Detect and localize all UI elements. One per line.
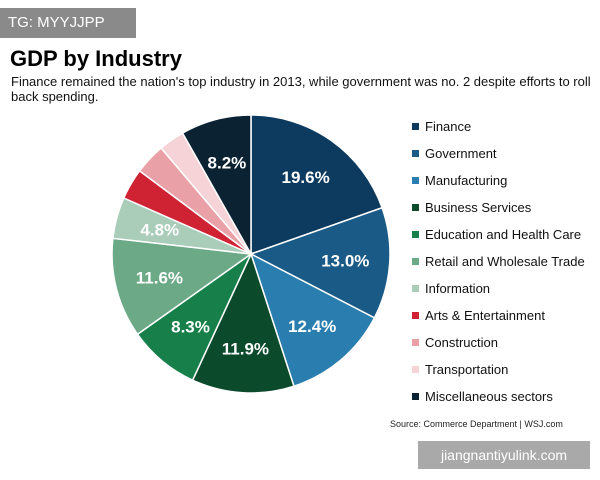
legend-swatch <box>412 258 419 265</box>
pie-slice-business-services <box>191 251 295 394</box>
legend-label: Manufacturing <box>425 173 508 188</box>
legend-label: Information <box>425 281 491 296</box>
source-note: Source: Commerce Department | WSJ.com <box>390 419 563 429</box>
legend-label: Arts & Entertainment <box>425 308 545 323</box>
pie-slice-miscellaneous-sectors <box>181 114 252 257</box>
slice-label-education-and-health-care: 8.3% <box>171 318 210 337</box>
legend-item-construction: Construction <box>412 329 585 356</box>
slice-label-manufacturing: 12.4% <box>288 317 336 336</box>
slice-label-information: 4.8% <box>140 220 179 239</box>
legend-label: Retail and Wholesale Trade <box>425 254 585 269</box>
legend-label: Education and Health Care <box>425 227 582 242</box>
chart-legend: Finance Government Manufacturing Business S… <box>412 113 585 410</box>
legend-swatch <box>412 204 419 211</box>
legend-label: Government <box>425 146 497 161</box>
legend-swatch <box>412 150 419 157</box>
legend-swatch <box>412 123 419 130</box>
slice-label-government: 13.0% <box>321 252 369 271</box>
pie-slice-government <box>249 206 391 319</box>
legend-label: Business Services <box>425 200 532 215</box>
legend-item-business-services: Business Services <box>412 194 585 221</box>
legend-item-manufacturing: Manufacturing <box>412 167 585 194</box>
pie-slice-retail-and-wholesale-trade <box>111 237 254 336</box>
slice-label-retail-and-wholesale-trade: 11.6% <box>136 269 183 288</box>
legend-swatch <box>412 177 419 184</box>
legend-swatch <box>412 393 419 400</box>
legend-item-finance: Finance <box>412 113 585 140</box>
legend-label: Finance <box>425 119 472 134</box>
pie-slice-manufacturing <box>249 252 376 388</box>
watermark-bottom: jiangnantiyulink.com <box>418 441 590 469</box>
legend-item-retail-and-wholesale-trade: Retail and Wholesale Trade <box>412 248 585 275</box>
watermark-top: TG: MYYJJPP <box>0 8 136 38</box>
slice-label-miscellaneous-sectors: 8.2% <box>208 154 247 173</box>
legend-item-information: Information <box>412 275 585 302</box>
legend-swatch <box>412 231 419 238</box>
legend-item-education-and-health-care: Education and Health Care <box>412 221 585 248</box>
legend-item-transportation: Transportation <box>412 356 585 383</box>
slice-label-business-services: 11.9% <box>222 339 269 358</box>
legend-label: Miscellaneous sectors <box>425 389 553 404</box>
legend-swatch <box>412 285 419 292</box>
chart-subtitle: Finance remained the nation's top indust… <box>11 74 591 104</box>
chart-title: GDP by Industry <box>10 46 182 71</box>
legend-swatch <box>412 312 419 319</box>
slice-label-finance: 19.6% <box>281 168 329 187</box>
legend-label: Construction <box>425 335 498 350</box>
legend-swatch <box>412 366 419 373</box>
legend-item-arts-and-entertainment: Arts & Entertainment <box>412 302 585 329</box>
legend-item-government: Government <box>412 140 585 167</box>
legend-label: Transportation <box>425 362 509 377</box>
legend-item-miscellaneous-sectors: Miscellaneous sectors <box>412 383 585 410</box>
legend-swatch <box>412 339 419 346</box>
